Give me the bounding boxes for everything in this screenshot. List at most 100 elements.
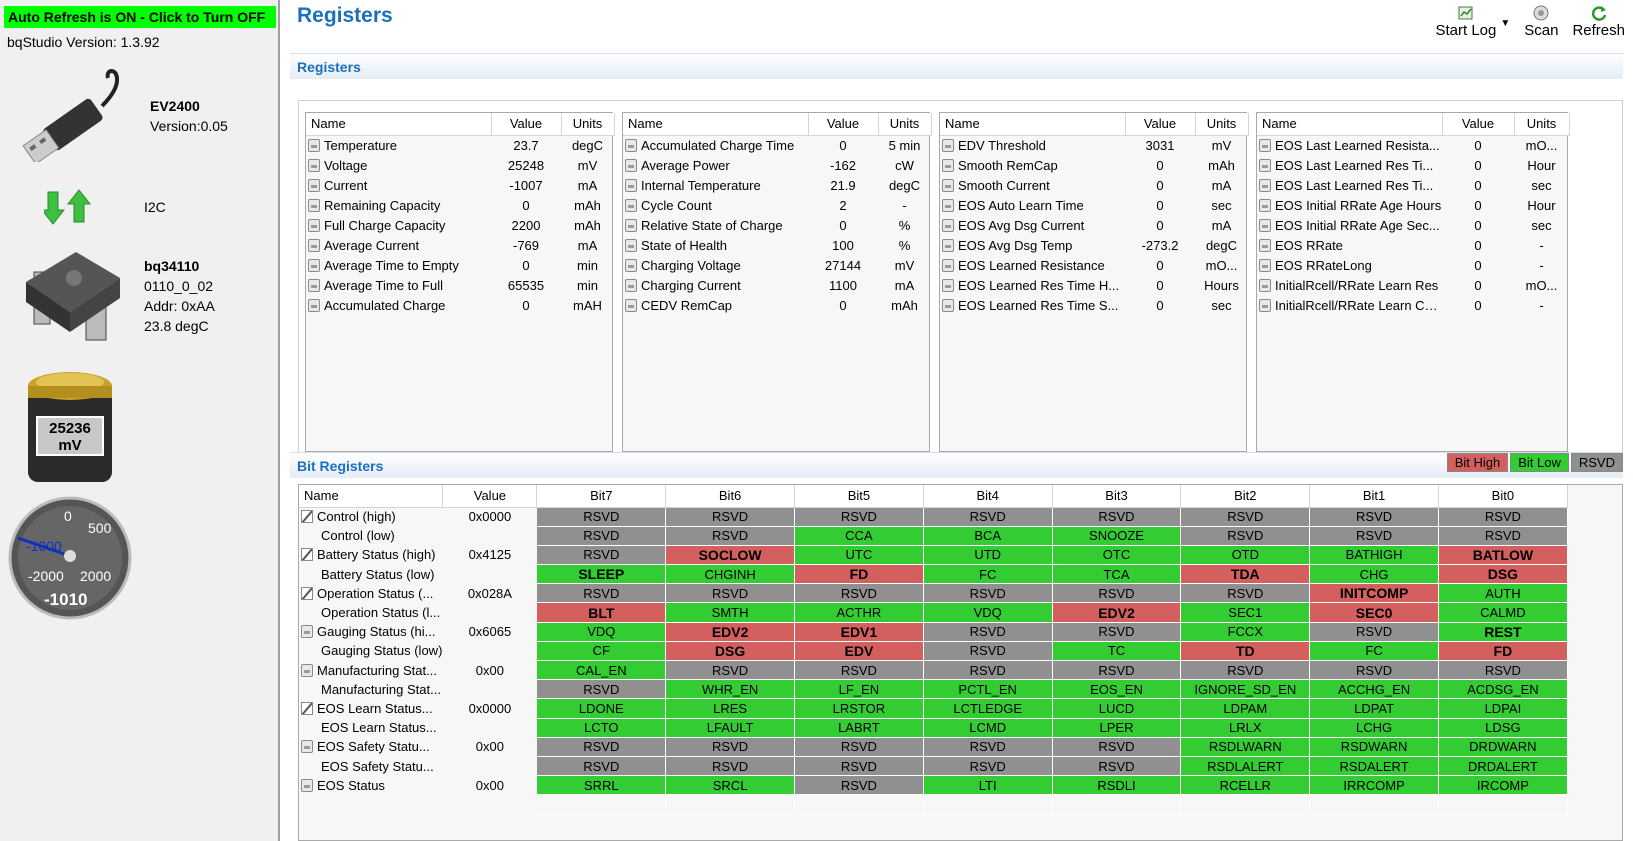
bit-cell[interactable]: SRCL (666, 776, 795, 795)
bit-cell[interactable]: SNOOZE (1052, 526, 1181, 545)
bit-cell[interactable]: RSVD (666, 584, 795, 603)
bit-cell[interactable]: LCMD (923, 718, 1052, 737)
bit-cell[interactable]: LFAULT (666, 718, 795, 737)
bit-cell[interactable]: FD (795, 565, 924, 584)
bit-register-row[interactable]: Operation Status (l... BLT SMTH ACTHR VDQ EDV… (299, 603, 1567, 622)
bit-cell[interactable]: LCHG (1310, 718, 1439, 737)
bit-cell[interactable]: RSVD (923, 641, 1052, 660)
register-row[interactable]: EOS RRateLong 0 - (1257, 255, 1569, 275)
bit-cell[interactable]: UTC (795, 545, 924, 564)
bit-cell[interactable]: LCTO (537, 718, 666, 737)
register-row[interactable]: Average Time to Empty 0 min (306, 255, 614, 275)
register-row[interactable]: InitialRcell/RRate Learn Co... 0 - (1257, 295, 1569, 315)
bit-cell[interactable]: LRES (666, 699, 795, 718)
bit-cell[interactable]: SRRL (537, 776, 666, 795)
bit-cell[interactable]: RSVD (795, 737, 924, 756)
bit-cell[interactable]: LABRT (795, 718, 924, 737)
bit-cell[interactable]: ACTHR (795, 603, 924, 622)
col-header-value[interactable]: Value (1125, 113, 1195, 135)
bit-col-header-bit1[interactable]: Bit1 (1310, 485, 1439, 507)
bit-cell[interactable]: RSVD (1052, 507, 1181, 526)
bit-cell[interactable]: EDV2 (666, 622, 795, 641)
bit-register-row[interactable]: Control (high) 0x0000 RSVD RSVD RSVD RSVD RSVD… (299, 507, 1567, 526)
register-row[interactable]: Charging Current 1100 mA (623, 275, 931, 295)
scan-button[interactable]: Scan (1524, 4, 1558, 44)
col-header-units[interactable]: Units (1195, 113, 1248, 135)
bit-col-header-bit0[interactable]: Bit0 (1438, 485, 1567, 507)
bit-cell[interactable]: CHGINH (666, 565, 795, 584)
bit-cell[interactable]: RSVD (1052, 737, 1181, 756)
bit-cell[interactable]: RSVD (923, 737, 1052, 756)
bit-cell[interactable]: EDV1 (795, 622, 924, 641)
bit-register-row[interactable]: Battery Status (low) SLEEP CHGINH FD FC TCA TD… (299, 565, 1567, 584)
col-header-units[interactable]: Units (878, 113, 931, 135)
register-row[interactable]: Average Time to Full 65535 min (306, 275, 614, 295)
bit-cell[interactable]: OTC (1052, 545, 1181, 564)
edit-icon[interactable] (301, 510, 313, 523)
bit-cell[interactable]: TCA (1052, 565, 1181, 584)
bit-cell[interactable]: RSVD (666, 737, 795, 756)
bit-cell[interactable]: LDPAM (1181, 699, 1310, 718)
bit-cell[interactable]: LUCD (1052, 699, 1181, 718)
bit-cell[interactable]: RSVD (1310, 526, 1439, 545)
bit-register-row[interactable]: Operation Status (... 0x028A RSVD RSVD RSVD R… (299, 584, 1567, 603)
register-row[interactable]: EOS Initial RRate Age Hours 0 Hour (1257, 195, 1569, 215)
bit-register-row[interactable]: EOS Learn Status... LCTO LFAULT LABRT LCMD LP… (299, 718, 1567, 737)
bit-cell[interactable]: UTD (923, 545, 1052, 564)
bit-cell[interactable]: RSVD (537, 507, 666, 526)
col-header-value[interactable]: Value (1442, 113, 1514, 135)
bit-cell[interactable]: PCTL_EN (923, 680, 1052, 699)
bit-cell[interactable]: EDV2 (1052, 603, 1181, 622)
col-header-value[interactable]: Value (491, 113, 561, 135)
register-row[interactable]: EOS Learned Res Time S... 0 sec (940, 295, 1248, 315)
bit-col-header-name[interactable]: Name (299, 485, 443, 507)
bit-cell[interactable]: WHR_EN (666, 680, 795, 699)
bit-cell[interactable]: FCCX (1181, 622, 1310, 641)
bit-cell[interactable]: RSVD (537, 545, 666, 564)
col-header-units[interactable]: Units (561, 113, 614, 135)
bit-cell[interactable]: RSVD (1181, 584, 1310, 603)
register-row[interactable]: EDV Threshold 3031 mV (940, 135, 1248, 155)
register-row[interactable]: EOS Last Learned Res Ti... 0 sec (1257, 175, 1569, 195)
bit-cell[interactable]: DSG (666, 641, 795, 660)
bit-cell[interactable]: SEC1 (1181, 603, 1310, 622)
bit-cell[interactable]: IRCOMP (1438, 776, 1567, 795)
bit-cell[interactable]: RSVD (666, 756, 795, 775)
auto-refresh-button[interactable]: Auto Refresh is ON - Click to Turn OFF (4, 6, 276, 28)
bit-cell[interactable]: RSVD (1181, 507, 1310, 526)
bit-register-row[interactable]: EOS Safety Statu... RSVD RSVD RSVD RSVD RSVD R… (299, 756, 1567, 775)
register-row[interactable]: Current -1007 mA (306, 175, 614, 195)
register-row[interactable]: InitialRcell/RRate Learn Res 0 mO... (1257, 275, 1569, 295)
bit-cell[interactable]: RSVD (923, 756, 1052, 775)
register-row[interactable]: Average Power -162 cW (623, 155, 931, 175)
register-row[interactable]: Voltage 25248 mV (306, 155, 614, 175)
register-row[interactable]: Relative State of Charge 0% (623, 215, 931, 235)
bit-cell[interactable]: RCELLR (1181, 776, 1310, 795)
bit-col-header-bit3[interactable]: Bit3 (1052, 485, 1181, 507)
register-row[interactable]: Average Current -769 mA (306, 235, 614, 255)
bit-cell[interactable]: CAL_EN (537, 661, 666, 680)
bit-cell[interactable]: RSVD (795, 661, 924, 680)
bit-register-row[interactable]: Manufacturing Stat... RSVD WHR_EN LF_EN PCTL… (299, 680, 1567, 699)
bit-cell[interactable]: DRDALERT (1438, 756, 1567, 775)
bit-cell[interactable]: RSVD (1310, 661, 1439, 680)
bit-cell[interactable]: RSVD (923, 507, 1052, 526)
bit-cell[interactable]: RSVD (923, 584, 1052, 603)
refresh-button[interactable]: Refresh (1572, 4, 1625, 44)
bit-cell[interactable]: EDV (795, 641, 924, 660)
register-row[interactable]: Smooth Current 0 mA (940, 175, 1248, 195)
bit-register-row[interactable]: Control (low) RSVD RSVD CCA BCA SNOOZE RSVD RSV… (299, 526, 1567, 545)
bit-cell[interactable]: SOCLOW (666, 545, 795, 564)
bit-cell[interactable]: RSVD (1438, 661, 1567, 680)
bit-cell[interactable]: RSVD (795, 756, 924, 775)
bit-cell[interactable]: RSVD (537, 737, 666, 756)
bit-cell[interactable]: RSVD (923, 661, 1052, 680)
bit-cell[interactable]: VDQ (923, 603, 1052, 622)
bit-cell[interactable]: RSDLI (1052, 776, 1181, 795)
bit-col-header-bit4[interactable]: Bit4 (923, 485, 1052, 507)
bit-cell[interactable]: RSVD (1310, 507, 1439, 526)
bit-register-row[interactable]: Manufacturing Stat... 0x00 CAL_EN RSVD RSVD R… (299, 661, 1567, 680)
bit-cell[interactable]: LDONE (537, 699, 666, 718)
bit-cell[interactable]: RSVD (1181, 526, 1310, 545)
bit-cell[interactable]: RSDLWARN (1181, 737, 1310, 756)
